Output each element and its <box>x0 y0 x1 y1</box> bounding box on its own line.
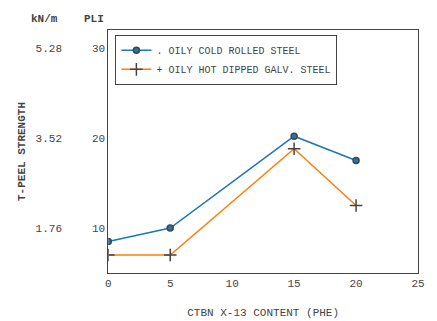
svg-text:0: 0 <box>105 278 112 290</box>
svg-text:CTBN X-13 CONTENT (PHE): CTBN X-13 CONTENT (PHE) <box>187 307 339 319</box>
svg-text:25: 25 <box>411 278 424 290</box>
svg-text:10: 10 <box>226 278 239 290</box>
svg-text:30: 30 <box>92 43 105 55</box>
svg-text:15: 15 <box>288 278 301 290</box>
svg-text:5.28: 5.28 <box>36 43 62 55</box>
svg-text:20: 20 <box>92 133 105 145</box>
svg-text:10: 10 <box>92 223 105 235</box>
svg-text:. OILY COLD ROLLED STEEL: . OILY COLD ROLLED STEEL <box>156 46 300 57</box>
svg-text:PLI: PLI <box>84 13 104 25</box>
svg-text:5: 5 <box>167 278 174 290</box>
svg-text:+ OILY HOT DIPPED GALV. STEEL: + OILY HOT DIPPED GALV. STEEL <box>156 65 330 76</box>
svg-text:20: 20 <box>349 278 362 290</box>
svg-text:1.76: 1.76 <box>36 223 62 235</box>
svg-text:T-PEEL STRENGTH: T-PEEL STRENGTH <box>16 102 28 201</box>
svg-text:3.52: 3.52 <box>36 133 62 145</box>
svg-text:kN/m: kN/m <box>31 13 58 25</box>
